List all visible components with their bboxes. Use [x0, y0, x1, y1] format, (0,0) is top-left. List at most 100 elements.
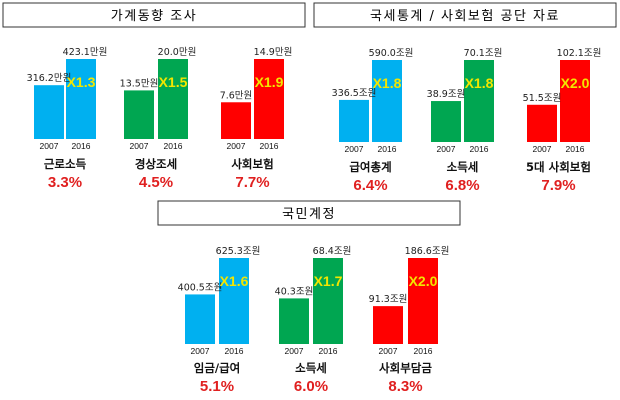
bar-2016	[158, 59, 188, 139]
category-label: 소득세	[447, 160, 479, 174]
bar-2007	[339, 99, 369, 142]
growth-rate-label: 7.9%	[541, 177, 575, 194]
chart-title: 국민계정	[282, 207, 336, 222]
growth-rate-label: 5.1%	[200, 378, 234, 395]
year-label-2007: 2007	[285, 346, 304, 356]
bar-2007	[124, 90, 154, 139]
growth-rate-label: 3.3%	[48, 174, 82, 191]
category-label: 근로소득	[44, 157, 87, 171]
chart-panel-1: 가계동향 조사 316.2만원 423.1만원 X1.3 2007 2016 근로소득 3.3…	[2, 2, 306, 191]
bar-2007	[34, 85, 64, 139]
growth-rate-label: 6.0%	[294, 378, 328, 395]
growth-rate-label: 4.5%	[139, 174, 173, 191]
category-label: 5대 사회보험	[526, 160, 591, 174]
year-label-2016: 2016	[566, 144, 585, 154]
year-label-2007: 2007	[227, 141, 246, 151]
chart-title-box	[157, 200, 461, 226]
bar-group-3: 7.6만원 14.9만원 X1.9 2007 2016 사회보험 7.7%	[220, 47, 293, 191]
year-label-2007: 2007	[40, 141, 59, 151]
year-label-2016: 2016	[414, 346, 433, 356]
chart-title-box	[313, 2, 617, 28]
value-label-2016: 14.9만원	[254, 47, 293, 58]
growth-rate-label: 6.4%	[353, 177, 387, 194]
chart-panel-2: 국세통계 / 사회보험 공단 자료 336.5조원 590.0조원 X1.8 2007 2…	[313, 2, 617, 194]
category-label: 경상조세	[135, 157, 177, 171]
value-label-2007: 51.5조원	[523, 93, 562, 104]
bar-group-3: 51.5조원 102.1조원 X2.0 2007 2016 5대 사회보험 7.9%	[523, 48, 602, 194]
chart-title-box	[2, 2, 306, 28]
category-label: 사회부담금	[379, 361, 432, 375]
year-label-2016: 2016	[378, 144, 397, 154]
value-label-2007: 316.2만원	[27, 73, 72, 84]
value-label-2007: 13.5만원	[120, 78, 159, 89]
year-label-2007: 2007	[345, 144, 364, 154]
multiplier-label: X1.5	[159, 74, 188, 90]
multiplier-label: X1.3	[67, 74, 96, 90]
bar-2016	[372, 60, 402, 142]
bar-2007	[279, 298, 309, 344]
chart-title: 국세통계 / 사회보험 공단 자료	[370, 9, 560, 24]
bar-group-2: 40.3조원 68.4조원 X1.7 2007 2016 소득세 6.0%	[275, 246, 352, 395]
bar-2007	[185, 294, 215, 344]
year-label-2007: 2007	[533, 144, 552, 154]
multiplier-label: X1.9	[255, 74, 284, 90]
bar-2007	[221, 102, 251, 139]
value-label-2016: 423.1만원	[63, 47, 108, 58]
value-label-2007: 400.5조원	[178, 282, 223, 293]
value-label-2007: 40.3조원	[275, 286, 314, 297]
bar-2016	[560, 60, 590, 142]
multiplier-label: X1.7	[314, 273, 343, 289]
category-label: 급여총계	[349, 160, 391, 174]
growth-rate-label: 8.3%	[388, 378, 422, 395]
value-label-2007: 336.5조원	[332, 88, 377, 99]
multiplier-label: X1.8	[373, 75, 402, 91]
bar-2007	[527, 104, 557, 142]
year-label-2016: 2016	[470, 144, 489, 154]
value-label-2016: 102.1조원	[557, 48, 602, 59]
year-label-2016: 2016	[72, 141, 91, 151]
value-label-2016: 20.0만원	[158, 47, 197, 58]
year-label-2016: 2016	[164, 141, 183, 151]
value-label-2016: 186.6조원	[405, 246, 450, 257]
multiplier-label: X1.8	[465, 75, 494, 91]
bar-2016	[219, 258, 249, 344]
year-label-2007: 2007	[379, 346, 398, 356]
value-label-2016: 68.4조원	[313, 246, 352, 257]
bar-group-3: 91.3조원 186.6조원 X2.0 2007 2016 사회부담금 8.3%	[369, 246, 450, 395]
bar-group-1: 400.5조원 625.3조원 X1.6 2007 2016 임금/급여 5.1%	[178, 246, 261, 395]
value-label-2016: 590.0조원	[369, 48, 414, 59]
bar-2007	[431, 101, 461, 142]
year-label-2016: 2016	[225, 346, 244, 356]
bar-group-2: 13.5만원 20.0만원 X1.5 2007 2016 경상조세 4.5%	[120, 47, 197, 191]
bar-group-1: 316.2만원 423.1만원 X1.3 2007 2016 근로소득 3.3%	[27, 47, 108, 191]
value-label-2007: 91.3조원	[369, 294, 408, 305]
bar-2016	[464, 60, 494, 142]
chart-title: 가계동향 조사	[111, 9, 197, 24]
year-label-2007: 2007	[437, 144, 456, 154]
year-label-2016: 2016	[319, 346, 338, 356]
growth-rate-label: 6.8%	[445, 177, 479, 194]
bar-2016	[66, 59, 96, 139]
year-label-2016: 2016	[260, 141, 279, 151]
growth-rate-label: 7.7%	[235, 174, 269, 191]
bar-group-2: 38.9조원 70.1조원 X1.8 2007 2016 소득세 6.8%	[427, 48, 503, 194]
category-label: 소득세	[295, 361, 327, 375]
bar-group-1: 336.5조원 590.0조원 X1.8 2007 2016 급여총계 6.4%	[332, 48, 414, 194]
multiplier-label: X2.0	[409, 273, 438, 289]
year-label-2007: 2007	[130, 141, 149, 151]
value-label-2016: 70.1조원	[464, 48, 503, 59]
value-label-2007: 7.6만원	[220, 90, 253, 101]
bar-2016	[408, 258, 438, 344]
bar-2016	[313, 258, 343, 344]
bar-2007	[373, 306, 403, 344]
category-label: 사회보험	[231, 157, 273, 171]
year-label-2007: 2007	[191, 346, 210, 356]
multiplier-label: X1.6	[220, 273, 249, 289]
value-label-2007: 38.9조원	[427, 89, 466, 100]
bar-2016	[254, 59, 284, 139]
value-label-2016: 625.3조원	[216, 246, 261, 257]
category-label: 임금/급여	[194, 361, 241, 375]
multiplier-label: X2.0	[561, 75, 590, 91]
